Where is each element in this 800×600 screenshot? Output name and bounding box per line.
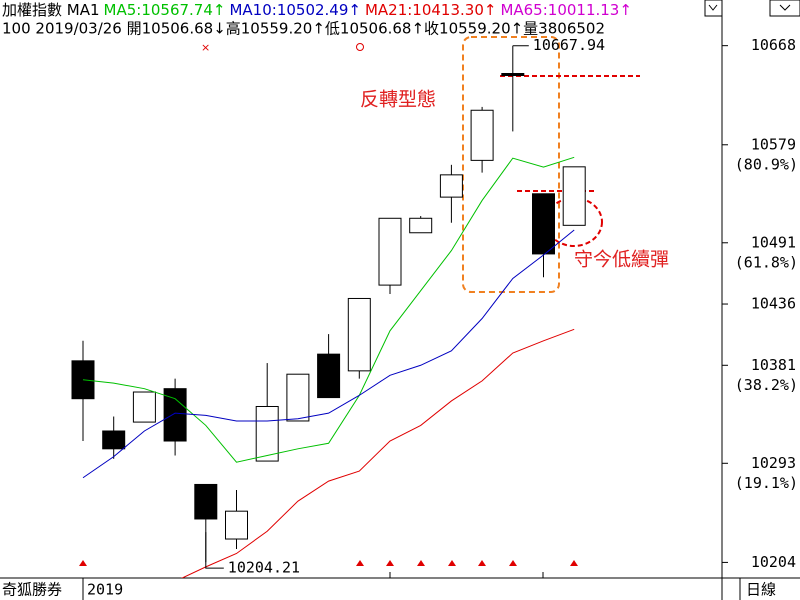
signal-triangle — [509, 560, 517, 566]
candle-body — [286, 373, 310, 422]
footer-year: 2019 — [87, 581, 123, 599]
y-tick-label: 10436 — [751, 295, 796, 313]
fib-label: (61.8%) — [735, 253, 798, 271]
ma-line — [181, 328, 575, 578]
candle-body — [470, 109, 494, 161]
header-item: 加權指數 MA1 — [2, 1, 100, 19]
fib-label: (19.1%) — [735, 474, 798, 492]
header-line: 加權指數 MA1 MA5:10567.74↑ MA10:10502.49↑ MA21:… — [2, 1, 632, 19]
y-tick-label: 10579 — [751, 135, 796, 153]
signal-mark: × — [201, 41, 210, 54]
candle-body — [132, 391, 156, 423]
header-item: MA21:10413.30↑ — [365, 1, 496, 19]
candle-body — [255, 405, 279, 462]
annotation: 反轉型態 — [360, 89, 436, 111]
candle-body — [102, 430, 126, 450]
candle-body — [532, 193, 555, 255]
annotation: 守今低續彈 — [574, 249, 669, 271]
signal-triangle — [79, 560, 87, 566]
candle-body — [225, 510, 248, 540]
signal-triangles — [79, 560, 578, 566]
candle-body — [562, 166, 586, 226]
signal-triangle — [356, 560, 364, 566]
scroll-button[interactable] — [704, 0, 723, 17]
candle-body — [409, 217, 433, 234]
low-label: 10204.21 — [228, 559, 300, 577]
scroll-button[interactable] — [769, 0, 800, 17]
signal-triangle — [448, 560, 456, 566]
footer-right[interactable]: 日線 — [746, 581, 776, 599]
scroll-arrow — [708, 4, 718, 11]
highlight-box — [462, 36, 560, 293]
header-item: MA10:10502.49↑ — [229, 1, 360, 19]
scroll-arrow — [779, 4, 791, 11]
y-tick-label: 10381 — [751, 356, 796, 374]
y-tick-label: 10293 — [751, 454, 796, 472]
callout-line — [205, 532, 224, 569]
header-item: MA5:10567.74↑ — [104, 1, 226, 19]
signal-triangle — [478, 560, 486, 566]
y-tick-label: 10204 — [751, 553, 796, 571]
ma-line — [82, 156, 575, 463]
candle-body — [194, 483, 218, 520]
fib-label: (80.9%) — [735, 155, 798, 173]
signal-mark — [356, 43, 364, 51]
plot-area — [71, 45, 586, 578]
candle-body — [501, 73, 525, 77]
candle-body — [378, 217, 402, 286]
signal-triangle — [417, 560, 425, 566]
signal-triangle — [386, 560, 394, 566]
high-label: 10667.94 — [533, 36, 605, 54]
candle-body — [317, 353, 341, 399]
ma-line — [82, 229, 575, 479]
fib-label: (38.2%) — [735, 376, 798, 394]
candle-body — [347, 297, 371, 372]
info-line: 100 2019/03/26 開10506.68↓高10559.20↑低1050… — [2, 20, 605, 38]
candle-body — [439, 174, 463, 198]
footer-left: 奇狐勝券 — [2, 581, 62, 599]
candle-body — [163, 388, 187, 442]
signal-triangle — [570, 560, 578, 566]
header-item: MA65:10011.13↑ — [500, 1, 631, 19]
y-tick-label: 10668 — [751, 36, 796, 54]
y-tick-label: 10491 — [751, 233, 796, 251]
